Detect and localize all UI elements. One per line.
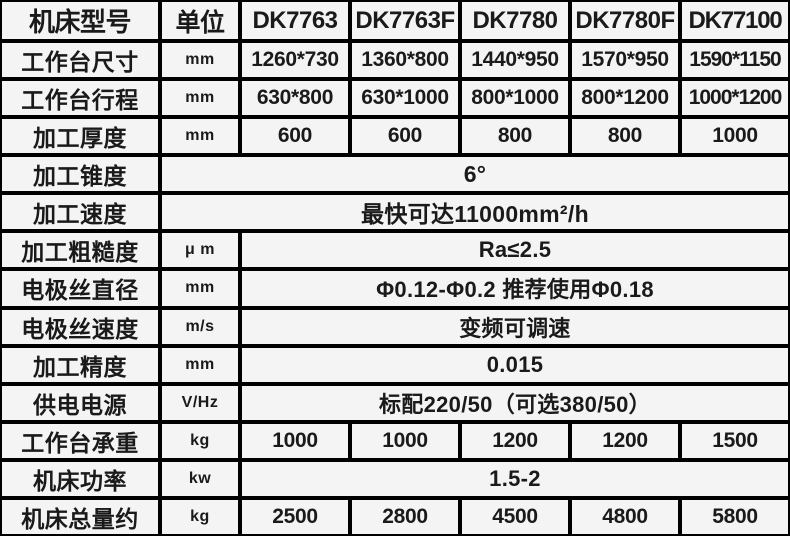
row-merged-value: 最快可达11000mm²/h — [160, 193, 790, 232]
row-unit: mm — [160, 269, 240, 308]
row-value: 5800 — [680, 497, 790, 536]
row-unit: kg — [160, 497, 240, 536]
row-value: 1260*730 — [240, 41, 350, 80]
row-unit: kg — [160, 421, 240, 460]
row-value: 1440*950 — [460, 41, 570, 80]
header-cell-dk7763: DK7763 — [240, 0, 350, 42]
table-row: 加工精度 mm 0.015 — [0, 345, 790, 384]
row-unit: mm — [160, 117, 240, 156]
row-unit: mm — [160, 79, 240, 118]
row-value: 1000 — [350, 421, 460, 460]
table-row: 供电电源 V/Hz 标配220/50（可选380/50） — [0, 383, 790, 422]
table-row: 加工厚度 mm 600 600 800 800 1000 — [0, 117, 790, 156]
row-value: 600 — [350, 117, 460, 156]
row-label: 电极丝速度 — [0, 307, 160, 346]
table-row: 加工速度 最快可达11000mm²/h — [0, 193, 790, 232]
row-label: 工作台尺寸 — [0, 41, 160, 80]
row-value: 800*1000 — [460, 79, 570, 118]
header-cell-unit: 单位 — [160, 0, 240, 42]
table-row: 电极丝直径 mm Φ0.12-Φ0.2 推荐使用Φ0.18 — [0, 269, 790, 308]
row-label: 加工粗糙度 — [0, 231, 160, 270]
row-merged-value: 6° — [160, 155, 790, 194]
header-cell-dk7780f: DK7780F — [570, 0, 680, 42]
table-row: 工作台行程 mm 630*800 630*1000 800*1000 800*1200 10… — [0, 79, 790, 118]
row-unit: kw — [160, 459, 240, 498]
table-row: 机床功率 kw 1.5-2 — [0, 459, 790, 498]
row-merged-value: 标配220/50（可选380/50） — [240, 383, 790, 422]
row-unit: m/s — [160, 307, 240, 346]
row-unit: mm — [160, 41, 240, 80]
header-cell-dk77100: DK77100 — [680, 0, 790, 42]
row-unit: μ m — [160, 231, 240, 270]
row-unit: mm — [160, 345, 240, 384]
row-value: 4500 — [460, 497, 570, 536]
row-value: 1360*800 — [350, 41, 460, 80]
row-unit: V/Hz — [160, 383, 240, 422]
row-value: 4800 — [570, 497, 680, 536]
row-value: 1570*950 — [570, 41, 680, 80]
row-value: 1000*1200 — [680, 79, 790, 118]
row-value: 1200 — [570, 421, 680, 460]
row-label: 机床总量约 — [0, 497, 160, 536]
row-value: 800*1200 — [570, 79, 680, 118]
table-row: 工作台承重 kg 1000 1000 1200 1200 1500 — [0, 421, 790, 460]
row-label: 工作台承重 — [0, 421, 160, 460]
row-merged-value: 变频可调速 — [240, 307, 790, 346]
table-row: 加工锥度 6° — [0, 155, 790, 194]
table-row: 工作台尺寸 mm 1260*730 1360*800 1440*950 1570*950 1… — [0, 41, 790, 80]
row-label: 工作台行程 — [0, 79, 160, 118]
row-merged-value: Φ0.12-Φ0.2 推荐使用Φ0.18 — [240, 269, 790, 308]
row-label: 机床功率 — [0, 459, 160, 498]
row-label: 加工锥度 — [0, 155, 160, 194]
header-cell-dk7763f: DK7763F — [350, 0, 460, 42]
row-value: 2800 — [350, 497, 460, 536]
row-value: 600 — [240, 117, 350, 156]
row-label: 加工精度 — [0, 345, 160, 384]
row-label: 加工速度 — [0, 193, 160, 232]
header-cell-machine-model: 机床型号 — [0, 0, 160, 42]
row-value: 1000 — [240, 421, 350, 460]
row-value: 2500 — [240, 497, 350, 536]
row-label: 供电电源 — [0, 383, 160, 422]
row-merged-value: Ra≤2.5 — [240, 231, 790, 270]
table-row: 加工粗糙度 μ m Ra≤2.5 — [0, 231, 790, 270]
row-value: 800 — [460, 117, 570, 156]
row-merged-value: 0.015 — [240, 345, 790, 384]
row-value: 1590*1150 — [680, 41, 790, 80]
row-label: 电极丝直径 — [0, 269, 160, 308]
row-merged-value: 1.5-2 — [240, 459, 790, 498]
row-value: 630*800 — [240, 79, 350, 118]
row-value: 1000 — [680, 117, 790, 156]
row-value: 1500 — [680, 421, 790, 460]
row-value: 800 — [570, 117, 680, 156]
row-label: 加工厚度 — [0, 117, 160, 156]
header-cell-dk7780: DK7780 — [460, 0, 570, 42]
table-row: 电极丝速度 m/s 变频可调速 — [0, 307, 790, 346]
table-row: 机床总量约 kg 2500 2800 4500 4800 5800 — [0, 497, 790, 536]
row-value: 630*1000 — [350, 79, 460, 118]
row-value: 1200 — [460, 421, 570, 460]
table-header-row: 机床型号 单位 DK7763 DK7763F DK7780 DK7780F DK… — [0, 0, 790, 42]
